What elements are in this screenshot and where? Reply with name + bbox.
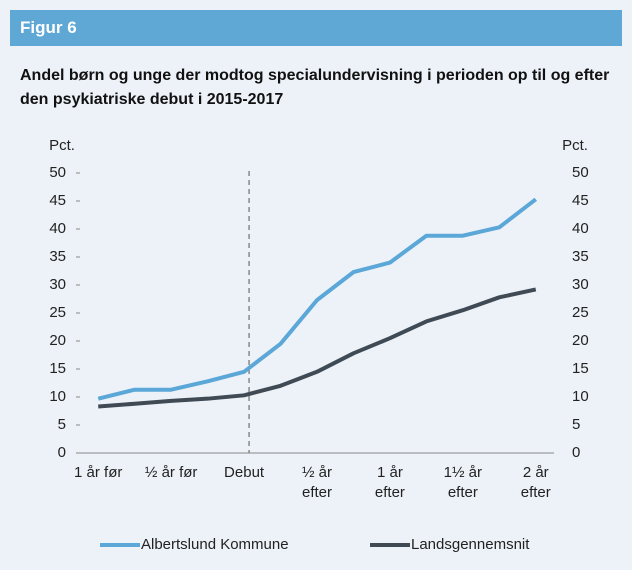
x-tick-label: 1 år før [74,464,122,481]
legend-label: Landsgennemsnit [411,536,530,553]
y-tick-label: 25 [49,304,66,321]
y2-tick-label: 10 [572,388,589,405]
y-tick-label: 10 [49,388,66,405]
x-tick-label: ½ år før [145,464,198,481]
x-tick-label: 1 år efter [375,464,405,501]
y2-tick-label: 35 [572,248,589,265]
y2-tick-label: 20 [572,332,589,349]
series-line [98,287,537,409]
y2-tick-label: 30 [572,276,589,293]
y-tick-label: 0 [58,444,66,461]
y-tick-label: 5 [58,416,66,433]
y-tick-label: 40 [49,220,66,237]
y2-tick-label: 50 [572,164,589,181]
y-tick-label: 20 [49,332,66,349]
y2-tick-label: 15 [572,360,589,377]
x-tick-label: 1½ år efter [444,464,482,501]
y-tick-label: 15 [49,360,66,377]
y2-axis-label: Pct. [562,137,588,154]
y-tick-label: 35 [49,248,66,265]
x-tick-label: Debut [224,464,265,481]
y-axis-label: Pct. [49,137,75,154]
y2-tick-label: 25 [572,304,589,321]
y2-tick-label: 5 [572,416,580,433]
y2-tick-label: 40 [572,220,589,237]
legend-label: Albertslund Kommune [141,536,289,553]
y2-tick-label: 45 [572,192,589,209]
figure-header: Figur 6 [10,10,622,46]
header-text: Figur 6 [20,18,77,37]
chart-title: Andel børn og unge der modtog specialund… [20,67,610,108]
y-tick-label: 45 [49,192,66,209]
x-tick-label: 2 år efter [521,464,551,501]
y-tick-label: 50 [49,164,66,181]
y-tick-label: 30 [49,276,66,293]
y2-tick-label: 0 [572,444,580,461]
x-tick-label: ½ år efter [302,464,332,501]
series-line [97,197,537,401]
